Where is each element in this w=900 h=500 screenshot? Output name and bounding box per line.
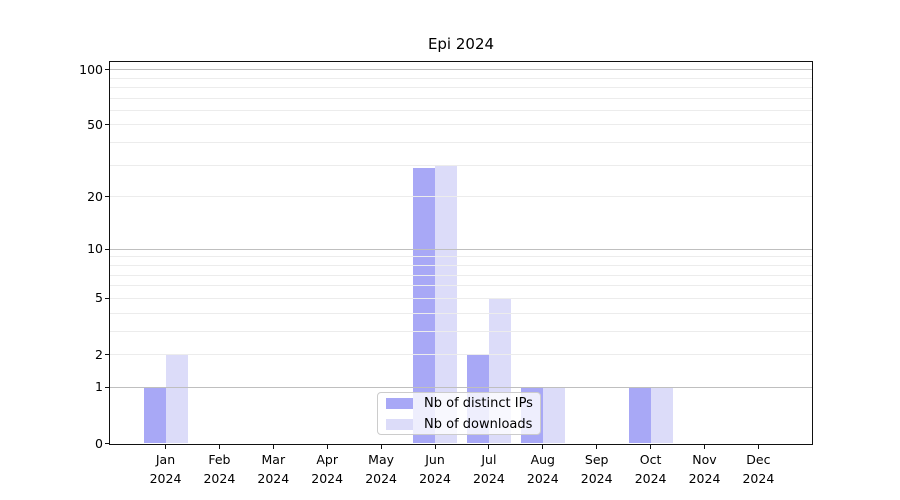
- x-tick-mark: [650, 444, 652, 449]
- gridline-minor: [110, 297, 812, 299]
- y-tick-mark: [105, 386, 109, 388]
- bar-nb-of-downloads-jun: [435, 165, 457, 444]
- x-tick-mark: [380, 444, 382, 449]
- bottom-spine: [109, 443, 813, 445]
- legend-swatch-distinct-ips-icon: [386, 397, 413, 409]
- x-tick-mark: [488, 444, 490, 449]
- y-tick-mark: [105, 354, 109, 355]
- y-tick-mark: [105, 69, 109, 71]
- y-tick-mark: [105, 297, 109, 299]
- x-tick-mark: [165, 444, 166, 449]
- y-tick-mark: [105, 124, 109, 126]
- legend-label-downloads: Nb of downloads: [424, 416, 533, 432]
- gridline-minor: [110, 312, 812, 314]
- legend-item-downloads: Nb of downloads: [386, 415, 540, 434]
- gridline-minor: [110, 77, 812, 79]
- gridline-minor: [110, 97, 812, 99]
- x-tick-label: May 2024: [365, 452, 397, 486]
- gridline-minor: [110, 274, 812, 276]
- legend-item-distinct-ips: Nb of distinct IPs: [386, 394, 540, 413]
- bar-nb-of-downloads-oct: [650, 387, 673, 444]
- x-tick-label: Dec 2024: [742, 452, 775, 486]
- gridline-minor: [110, 142, 812, 144]
- chart-title: Epi 2024: [427, 35, 495, 53]
- y-tick-mark: [105, 196, 109, 198]
- gridline-minor: [110, 87, 812, 89]
- x-tick-label: Feb 2024: [203, 452, 236, 486]
- legend-swatch-downloads-icon: [386, 418, 413, 430]
- gridline-major: [110, 69, 812, 71]
- x-tick-label: Oct 2024: [634, 452, 667, 486]
- x-tick-label: Jun 2024: [419, 452, 451, 486]
- x-tick-mark: [704, 444, 705, 449]
- x-tick-mark: [272, 444, 274, 449]
- x-tick-label: Apr 2024: [311, 452, 344, 486]
- x-tick-label: Jul 2024: [472, 452, 505, 486]
- bar-nb-of-distinct-ips-jan: [143, 387, 166, 444]
- bar-nb-of-downloads-aug: [542, 387, 565, 444]
- gridline-minor: [110, 124, 812, 126]
- gridline-minor: [110, 265, 812, 266]
- gridline-minor: [110, 354, 812, 355]
- x-tick-label: Sep 2024: [580, 452, 613, 486]
- legend: Nb of distinct IPs Nb of downloads: [377, 392, 541, 435]
- x-tick-mark: [434, 444, 436, 449]
- x-tick-label: Aug 2024: [526, 452, 559, 486]
- gridline-minor: [110, 164, 812, 166]
- y-tick-label: 0: [95, 435, 103, 451]
- gridline-major: [110, 386, 812, 388]
- x-tick-label: Jan 2024: [149, 452, 182, 486]
- x-tick-mark: [757, 444, 759, 449]
- x-tick-mark: [542, 444, 544, 449]
- top-spine: [109, 61, 813, 62]
- y-tick-label: 100: [79, 61, 103, 77]
- gridline-major: [110, 248, 812, 250]
- y-tick-label: 20: [87, 188, 103, 204]
- right-spine: [812, 62, 813, 445]
- y-tick-label: 10: [87, 241, 103, 257]
- y-tick-mark: [105, 248, 109, 250]
- bar-nb-of-distinct-ips-oct: [628, 387, 651, 444]
- left-spine: [109, 62, 110, 445]
- bar-nb-of-downloads-jan: [165, 354, 188, 444]
- gridline-minor: [110, 196, 812, 198]
- bar-nb-of-distinct-ips-jun: [413, 167, 435, 444]
- x-tick-mark: [596, 444, 598, 449]
- x-tick-label: Mar 2024: [257, 452, 290, 486]
- x-tick-mark: [218, 444, 220, 449]
- y-tick-label: 1: [95, 379, 103, 395]
- y-tick-mark: [105, 443, 109, 444]
- y-tick-label: 50: [87, 116, 103, 132]
- gridline-minor: [110, 109, 812, 111]
- gridline-minor: [110, 330, 812, 332]
- y-tick-label: 5: [95, 290, 103, 306]
- gridline-minor: [110, 256, 812, 258]
- y-tick-label: 2: [95, 346, 103, 362]
- x-tick-label: Nov 2024: [688, 452, 721, 486]
- x-tick-mark: [326, 444, 328, 449]
- gridline-minor: [110, 285, 812, 287]
- legend-label-distinct-ips: Nb of distinct IPs: [424, 395, 533, 411]
